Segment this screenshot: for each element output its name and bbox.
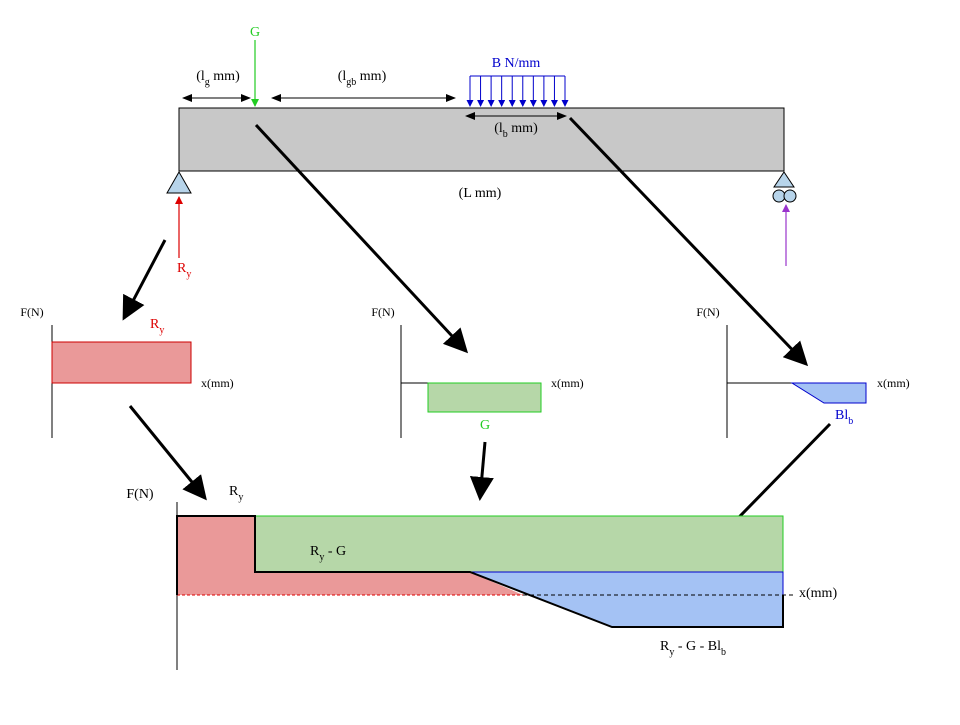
combined-ry-minus-g-label: Ry - G xyxy=(310,544,346,563)
point-load-label: G xyxy=(250,25,260,40)
left-plot-ry-bar xyxy=(51,341,192,384)
mid-plot-g-bar xyxy=(427,382,542,413)
beam-length-label: (L mm) xyxy=(459,186,502,201)
combined-y-axis-label: F(N) xyxy=(126,487,154,502)
combined-final-label: Ry - G - Blb xyxy=(660,639,726,658)
reaction-ry-label: Ry xyxy=(177,261,191,280)
combined-blb-region xyxy=(469,571,784,628)
mid-plot-g-label: G xyxy=(480,418,490,433)
left-plot: F(N) x(mm) Ry xyxy=(20,305,234,438)
lb-dimension-label: (lb mm) xyxy=(494,121,538,140)
beam-group: G (lg mm) (lgb mm) B N/mm (lb mm) (L mm)… xyxy=(166,25,797,280)
combined-x-axis-label: x(mm) xyxy=(799,586,837,601)
right-plot-blb-label: Blb xyxy=(835,408,853,427)
distributed-load xyxy=(466,75,569,107)
right-plot-blb-area xyxy=(790,382,867,404)
lgb-dimension-label: (lgb mm) xyxy=(338,69,387,88)
lg-dimension-label: (lg mm) xyxy=(196,69,240,88)
left-plot-ry-label: Ry xyxy=(150,317,164,336)
combined-ry-label: Ry xyxy=(229,484,243,503)
mid-plot-y-axis-label: F(N) xyxy=(371,305,394,319)
right-plot-x-axis-label: x(mm) xyxy=(877,376,910,390)
right-plot: F(N) x(mm) Blb xyxy=(696,305,910,438)
arrow-ry-to-left-plot xyxy=(122,239,167,321)
arrow-load-to-right-plot xyxy=(568,116,809,367)
arrow-g-to-mid-plot xyxy=(254,123,469,354)
combined-shear-force-line xyxy=(176,515,784,628)
combined-ry-region xyxy=(177,516,523,595)
roller-support xyxy=(772,171,797,203)
combined-plot: F(N) x(mm) Ry Ry - G Ry - G - Blb xyxy=(126,484,837,670)
left-plot-x-axis-label: x(mm) xyxy=(201,376,234,390)
arrow-left-plot-to-combined xyxy=(128,405,207,501)
right-plot-y-axis-label: F(N) xyxy=(696,305,719,319)
arrow-mid-plot-to-combined xyxy=(469,441,494,501)
pin-support xyxy=(166,170,192,194)
left-plot-y-axis-label: F(N) xyxy=(20,305,43,319)
distributed-load-label: B N/mm xyxy=(492,56,541,71)
mid-plot: F(N) x(mm) G xyxy=(371,305,584,438)
mid-plot-x-axis-label: x(mm) xyxy=(551,376,584,390)
